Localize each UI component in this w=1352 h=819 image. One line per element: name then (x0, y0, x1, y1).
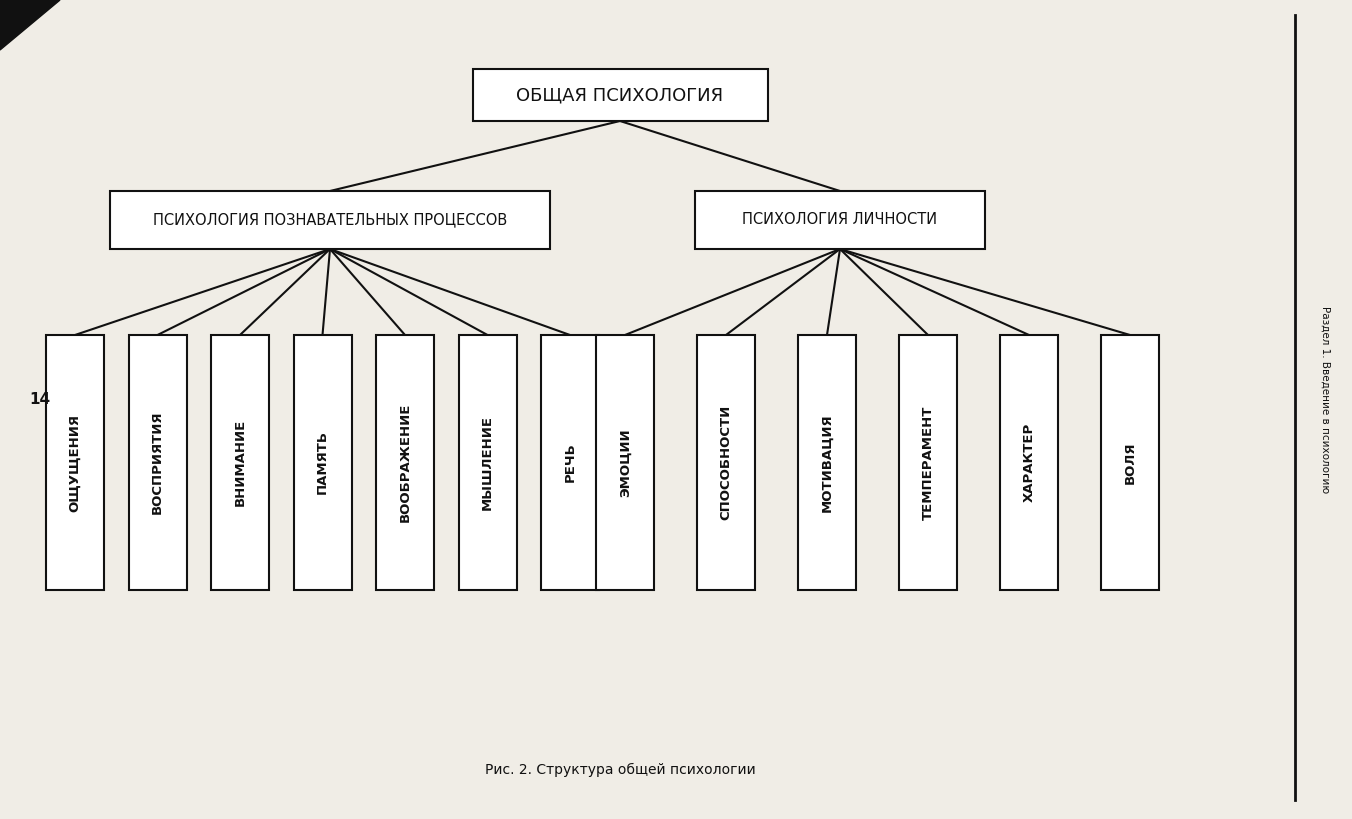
Text: ОБЩАЯ ПСИХОЛОГИЯ: ОБЩАЯ ПСИХОЛОГИЯ (516, 86, 723, 104)
Text: ВОЛЯ: ВОЛЯ (1124, 441, 1137, 484)
Text: 14: 14 (30, 392, 50, 408)
FancyBboxPatch shape (472, 69, 768, 121)
FancyBboxPatch shape (1101, 335, 1159, 590)
FancyBboxPatch shape (541, 335, 599, 590)
Text: МЫШЛЕНИЕ: МЫШЛЕНИЕ (481, 415, 493, 510)
FancyBboxPatch shape (798, 335, 856, 590)
FancyBboxPatch shape (596, 335, 654, 590)
Polygon shape (0, 0, 59, 50)
Text: ВНИМАНИЕ: ВНИМАНИЕ (234, 419, 246, 506)
FancyBboxPatch shape (899, 335, 957, 590)
FancyBboxPatch shape (695, 191, 986, 249)
FancyBboxPatch shape (110, 191, 550, 249)
Text: ОЩУЩЕНИЯ: ОЩУЩЕНИЯ (69, 414, 81, 512)
FancyBboxPatch shape (128, 335, 187, 590)
FancyBboxPatch shape (293, 335, 352, 590)
Text: ПСИХОЛОГИЯ ЛИЧНОСТИ: ПСИХОЛОГИЯ ЛИЧНОСТИ (742, 212, 937, 228)
FancyBboxPatch shape (211, 335, 269, 590)
FancyBboxPatch shape (1000, 335, 1059, 590)
Text: СПОСОБНОСТИ: СПОСОБНОСТИ (719, 405, 733, 520)
FancyBboxPatch shape (458, 335, 516, 590)
Text: ВОСПРИЯТИЯ: ВОСПРИЯТИЯ (151, 411, 164, 514)
Text: ПСИХОЛОГИЯ ПОЗНАВАТЕЛЬНЫХ ПРОЦЕССОВ: ПСИХОЛОГИЯ ПОЗНАВАТЕЛЬНЫХ ПРОЦЕССОВ (153, 212, 507, 228)
FancyBboxPatch shape (376, 335, 434, 590)
Text: ВООБРАЖЕНИЕ: ВООБРАЖЕНИЕ (399, 403, 411, 523)
Text: ХАРАКТЕР: ХАРАКТЕР (1022, 423, 1036, 502)
Text: ЭМОЦИИ: ЭМОЦИИ (618, 428, 631, 497)
Text: ПАМЯТЬ: ПАМЯТЬ (316, 431, 329, 495)
Text: Раздел 1. Введение в психологию: Раздел 1. Введение в психологию (1320, 306, 1330, 494)
FancyBboxPatch shape (698, 335, 754, 590)
Text: МОТИВАЦИЯ: МОТИВАЦИЯ (821, 414, 833, 512)
FancyBboxPatch shape (46, 335, 104, 590)
Text: РЕЧЬ: РЕЧЬ (564, 442, 576, 482)
Text: ТЕМПЕРАМЕНТ: ТЕМПЕРАМЕНТ (922, 405, 934, 520)
Text: Рис. 2. Структура общей психологии: Рис. 2. Структура общей психологии (484, 763, 756, 777)
